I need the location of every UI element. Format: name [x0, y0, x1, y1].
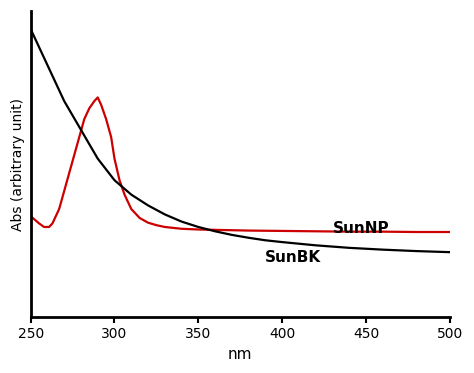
- X-axis label: nm: nm: [228, 347, 253, 362]
- Text: SunBK: SunBK: [265, 250, 321, 265]
- Text: SunNP: SunNP: [332, 221, 389, 236]
- Y-axis label: Abs (arbitrary unit): Abs (arbitrary unit): [11, 97, 25, 231]
